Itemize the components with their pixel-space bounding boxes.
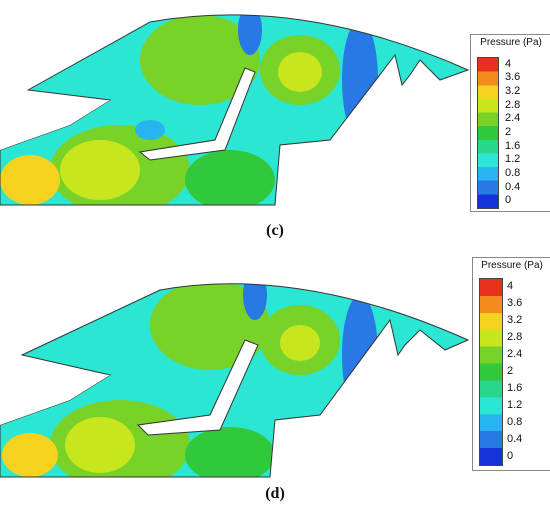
- legend-tick-label: 3.2: [507, 314, 523, 327]
- legend-tick-label: 0.8: [507, 415, 523, 428]
- l-shaped-obstacle: [136, 339, 259, 436]
- pressure-contour-plot-c: [0, 14, 470, 206]
- legend-tick-label: 2.4: [507, 348, 523, 361]
- colorbar: [479, 278, 503, 466]
- legend-tick-label: 3.6: [505, 71, 521, 84]
- legend-tick-label: 4: [507, 280, 514, 293]
- colorbar: [477, 57, 499, 209]
- legend-tick-label: 2: [505, 126, 512, 138]
- legend-tick-label: 2: [507, 365, 514, 377]
- contour-region: [238, 14, 262, 55]
- legend-tick-label: 0.8: [505, 166, 521, 179]
- legend-tick-label: 0.4: [505, 180, 521, 193]
- contour-region: [150, 283, 270, 370]
- contour-region: [65, 417, 135, 473]
- contour-region: [278, 52, 322, 92]
- contour-region: [342, 295, 378, 415]
- l-shaped-obstacle: [138, 67, 256, 161]
- legend-tick-label: 4: [505, 57, 512, 70]
- legend-tick-label: 2.4: [505, 112, 521, 125]
- legend-tick-label: 1.2: [507, 398, 523, 411]
- legend-tick-label: 2.8: [505, 98, 521, 111]
- panel-d: Pressure (Pa) 4 3.6 3.2 2.8 2.4 2 1.6 1.2 0.8 0.4…: [0, 255, 550, 509]
- legend-tick-label: 1.2: [505, 153, 521, 166]
- legend-tick-label: 1.6: [507, 381, 523, 394]
- caption: (c): [266, 222, 284, 239]
- contour-region: [135, 120, 165, 140]
- legend-tick-label: 1.6: [505, 139, 521, 152]
- caption: (d): [265, 485, 285, 502]
- contour-region: [0, 155, 60, 205]
- legend-title: Pressure (Pa): [481, 260, 543, 271]
- contour-region: [342, 20, 378, 140]
- pressure-contour-plot-d: [0, 283, 470, 478]
- domain-outline: [0, 283, 470, 478]
- legend-tick-label: 0.4: [507, 432, 523, 445]
- inlet-notch: [0, 365, 110, 425]
- legend-tick-label: 0: [507, 449, 514, 462]
- contour-region: [185, 427, 275, 477]
- contour-region: [2, 433, 58, 477]
- contour-region: [140, 15, 260, 105]
- inlet-notch: [0, 100, 110, 150]
- legend-title: Pressure (Pa): [480, 37, 542, 48]
- domain-outline: [0, 14, 470, 206]
- contour-region: [280, 325, 320, 361]
- contour-region: [185, 150, 275, 206]
- legend-tick-label: 2.8: [507, 331, 523, 344]
- legend: Pressure (Pa) 4 3.6 3.2 2.8 2.4 2 1.6 1.2 0.8 0.4…: [470, 34, 550, 212]
- contour-region: [243, 283, 267, 320]
- legend-tick-label: 0: [505, 194, 512, 207]
- contour-region: [60, 140, 140, 200]
- legend-tick-label: 3.6: [507, 297, 523, 310]
- panel-c: Pressure (Pa) 4 3.6 3.2 2.8 2.4 2 1.6 1.2 0.8 0.4…: [0, 0, 550, 250]
- legend-tick-label: 3.2: [505, 85, 521, 98]
- legend: Pressure (Pa) 4 3.6 3.2 2.8 2.4 2 1.6 1.2 0.8 0.4…: [472, 257, 550, 471]
